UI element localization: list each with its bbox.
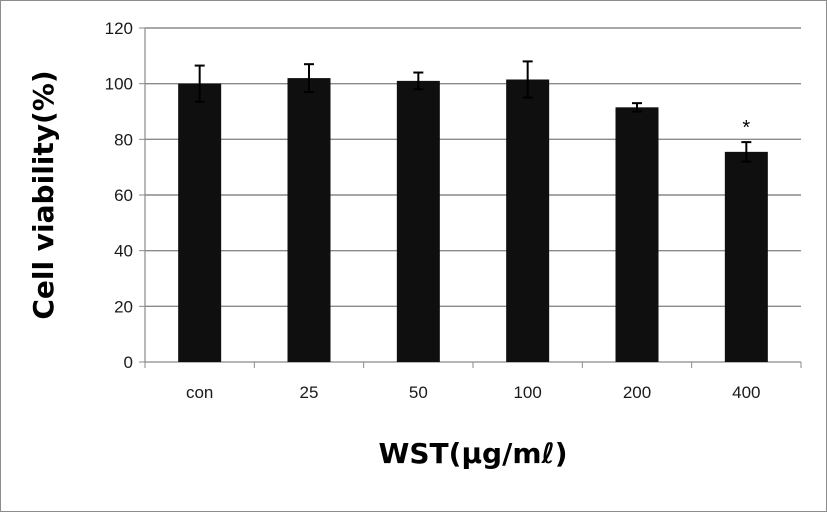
bars <box>178 60 768 363</box>
y-tick-label-0: 0 <box>124 353 133 372</box>
bar-25 <box>287 78 331 362</box>
y-tick-label-60: 60 <box>114 186 133 205</box>
x-tick-label-50: 50 <box>409 383 428 402</box>
axes <box>139 27 802 368</box>
x-tick-label-400: 400 <box>732 383 760 402</box>
y-tick-label-40: 40 <box>114 242 133 261</box>
error-bar-con <box>194 64 205 103</box>
y-tick-label-80: 80 <box>114 130 133 149</box>
tick-labels: 0 20 40 60 80 100 120 con 25 50 100 200 * 400 <box>105 19 761 402</box>
x-tick-label-100: 100 <box>513 383 541 402</box>
x-tick-label-200: 200 <box>623 383 651 402</box>
bar-50 <box>396 80 440 362</box>
error-bar-400 <box>741 141 752 163</box>
bar-con <box>178 83 222 363</box>
y-tick-label-100: 100 <box>105 75 133 94</box>
error-bar-200 <box>632 102 642 113</box>
significance-mark-400: * <box>742 117 750 139</box>
error-bar-100 <box>522 60 533 99</box>
bar-200 <box>615 107 659 362</box>
y-tick-label-120: 120 <box>105 19 133 38</box>
y-tick-label-20: 20 <box>114 297 133 316</box>
gridlines <box>145 27 801 308</box>
x-tick-label-con: con <box>186 383 213 402</box>
x-axis-title: WST(μg/mℓ) <box>379 437 568 470</box>
x-tick-label-25: 25 <box>300 383 319 402</box>
error-bar-25 <box>304 63 314 94</box>
y-axis-title: Cell viability(%) <box>27 70 60 319</box>
error-bar-50 <box>413 71 424 91</box>
bar-400 <box>724 151 768 362</box>
bar-100 <box>506 79 550 362</box>
